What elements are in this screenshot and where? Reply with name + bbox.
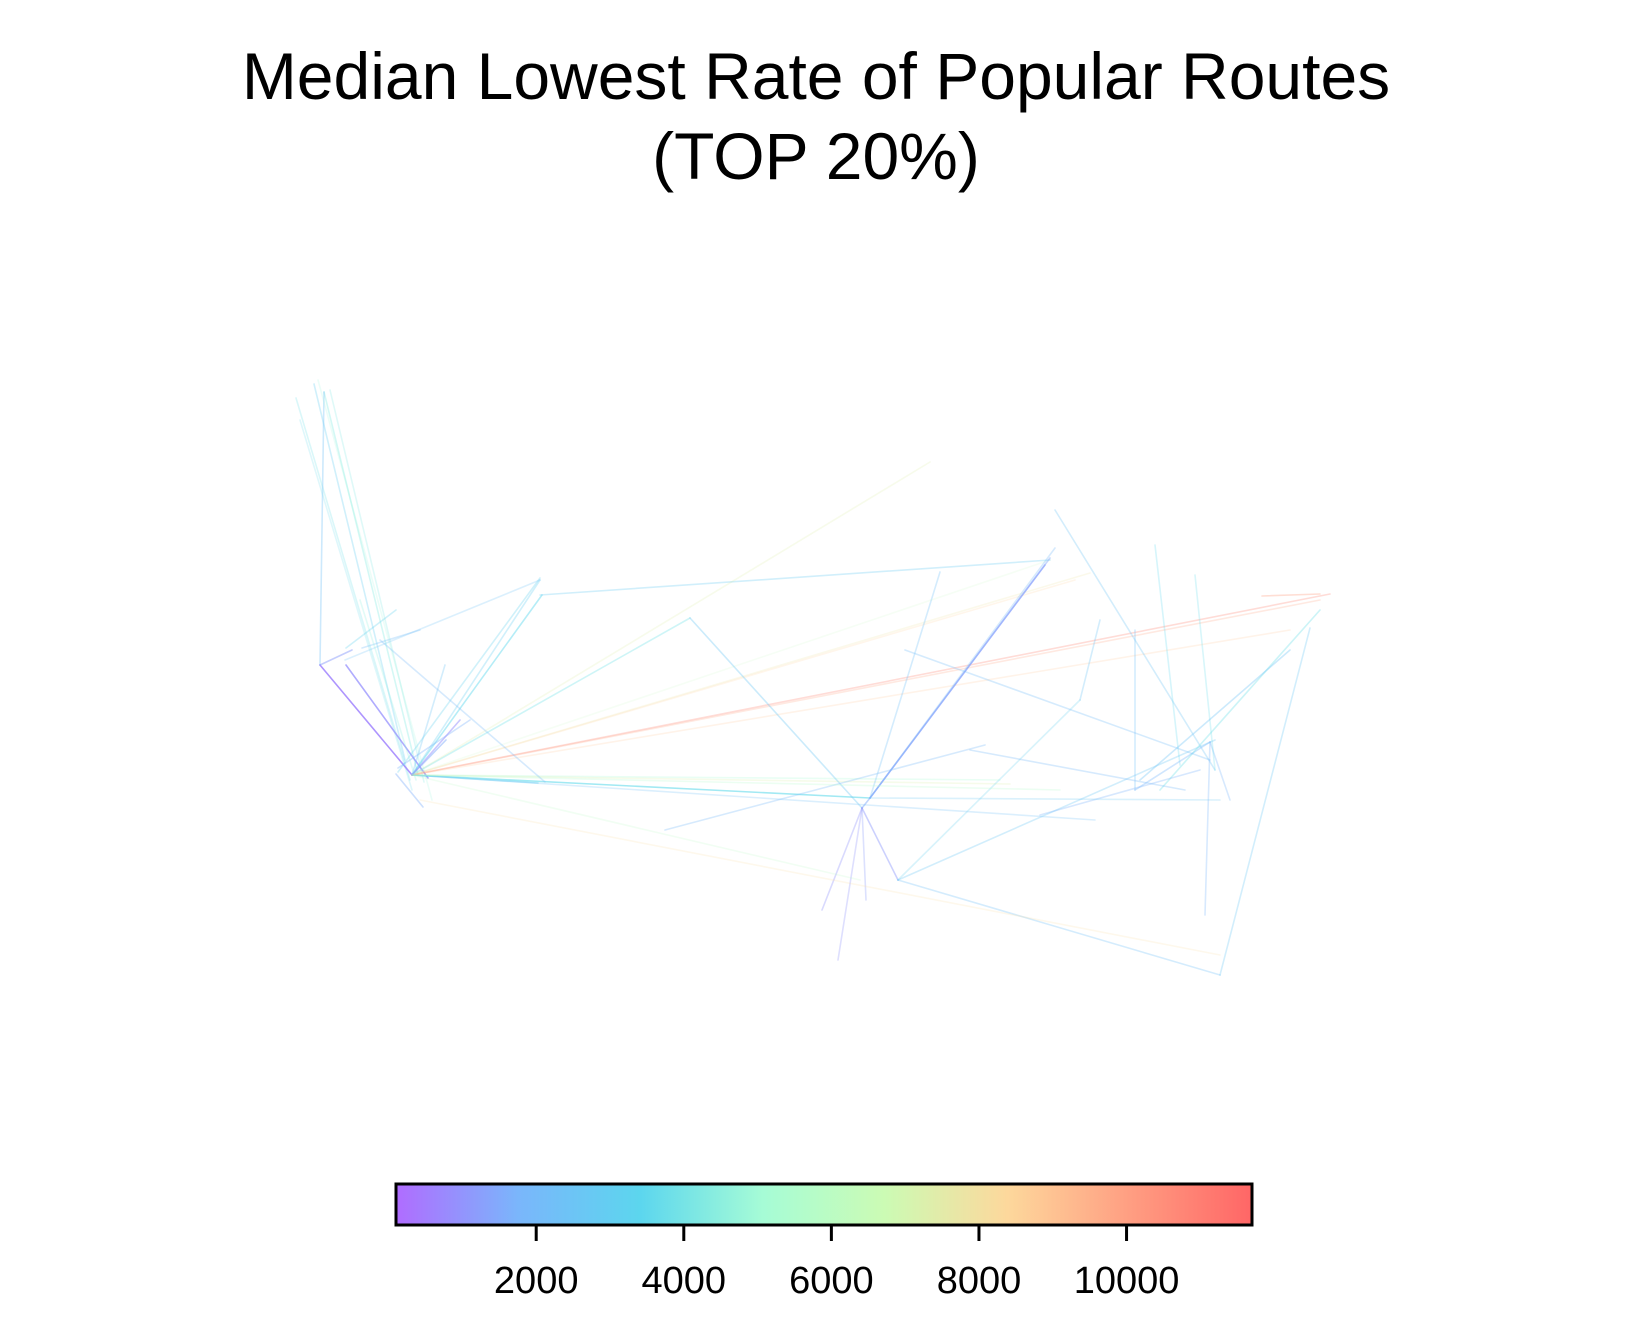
route-line bbox=[411, 774, 1061, 791]
route-line bbox=[1204, 741, 1211, 916]
route-line bbox=[1261, 593, 1321, 597]
route-line bbox=[411, 664, 446, 776]
route-line bbox=[317, 379, 433, 801]
route-line bbox=[361, 629, 421, 649]
route-line bbox=[313, 383, 406, 761]
route-line bbox=[411, 774, 871, 799]
route-line bbox=[869, 564, 1046, 799]
route-line bbox=[1194, 574, 1216, 771]
route-lines bbox=[295, 379, 1331, 976]
route-line bbox=[1039, 769, 1201, 816]
route-line bbox=[411, 774, 861, 881]
route-line bbox=[411, 579, 541, 776]
route-line bbox=[411, 617, 691, 776]
route-line bbox=[869, 571, 941, 799]
route-line bbox=[295, 397, 411, 781]
route-line bbox=[411, 559, 1051, 776]
chart-title-line-1: Median Lowest Rate of Popular Routes bbox=[241, 39, 1391, 113]
route-line bbox=[1154, 544, 1181, 766]
colorbar-tick-label-8000: 8000 bbox=[937, 1260, 1022, 1302]
route-line bbox=[869, 547, 1056, 799]
route-line bbox=[411, 629, 1291, 776]
route-line bbox=[299, 419, 413, 791]
route-line bbox=[319, 664, 413, 776]
route-line bbox=[319, 649, 353, 666]
route-line bbox=[411, 593, 1331, 776]
route-line bbox=[329, 389, 425, 783]
route-line bbox=[379, 639, 546, 783]
route-line bbox=[411, 594, 543, 776]
route-line bbox=[345, 664, 429, 779]
colorbar-gradient bbox=[396, 1184, 1252, 1225]
route-line bbox=[869, 797, 1221, 801]
route-line bbox=[323, 391, 419, 776]
route-line bbox=[897, 739, 1216, 881]
route-line bbox=[837, 807, 863, 961]
route-line bbox=[359, 599, 417, 781]
route-line bbox=[395, 773, 424, 808]
route-line bbox=[664, 744, 986, 831]
route-line bbox=[1219, 627, 1311, 976]
route-line bbox=[821, 807, 863, 911]
route-line bbox=[904, 649, 1211, 761]
chart-title-line-2: (TOP 20%) bbox=[652, 119, 980, 193]
route-line bbox=[1079, 619, 1101, 701]
route-line bbox=[345, 609, 397, 649]
route-line bbox=[411, 579, 1076, 776]
route-line bbox=[411, 599, 1321, 776]
route-line bbox=[319, 391, 325, 666]
route-line bbox=[897, 699, 1081, 881]
colorbar-tick-label-2000: 2000 bbox=[494, 1260, 579, 1302]
route-line bbox=[397, 719, 471, 769]
route-line bbox=[1054, 509, 1216, 771]
route-line bbox=[689, 617, 863, 809]
route-line bbox=[411, 719, 461, 776]
route-line bbox=[411, 774, 1001, 781]
route-line bbox=[897, 879, 1221, 976]
colorbar-tick-label-10000: 10000 bbox=[1074, 1260, 1180, 1302]
route-line bbox=[411, 461, 931, 776]
route-line bbox=[969, 749, 1186, 791]
route-line bbox=[411, 461, 931, 776]
route-line bbox=[869, 557, 1051, 799]
route-line bbox=[419, 799, 1221, 956]
route-line bbox=[397, 577, 541, 773]
colorbar-tick-label-6000: 6000 bbox=[789, 1260, 874, 1302]
route-line bbox=[1209, 741, 1231, 801]
route-line bbox=[411, 572, 1091, 776]
route-line bbox=[1139, 649, 1291, 781]
route-line bbox=[411, 774, 1011, 785]
route-line bbox=[411, 774, 1096, 821]
route-line bbox=[1159, 609, 1321, 791]
route-line bbox=[344, 579, 541, 661]
route-line bbox=[1134, 741, 1211, 791]
route-line bbox=[861, 807, 899, 881]
colorbar-ticks: 2000 4000 6000 8000 10000 bbox=[494, 1225, 1179, 1302]
colorbar-tick-label-4000: 4000 bbox=[642, 1260, 727, 1302]
route-line bbox=[861, 807, 867, 901]
colorbar-frame bbox=[394, 1182, 1254, 1227]
route-line bbox=[539, 559, 1051, 596]
route-line bbox=[861, 797, 871, 809]
